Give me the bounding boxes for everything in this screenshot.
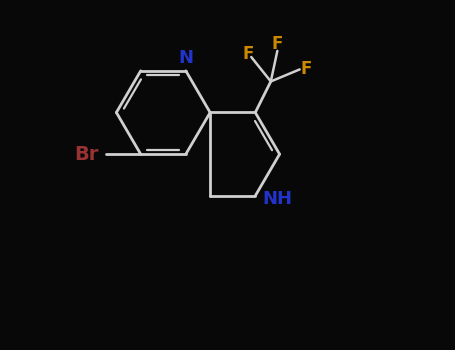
Text: F: F: [301, 61, 312, 78]
Text: NH: NH: [262, 190, 292, 208]
Text: F: F: [242, 44, 253, 63]
Text: N: N: [178, 49, 193, 67]
Text: F: F: [272, 35, 283, 53]
Text: Br: Br: [75, 145, 99, 164]
